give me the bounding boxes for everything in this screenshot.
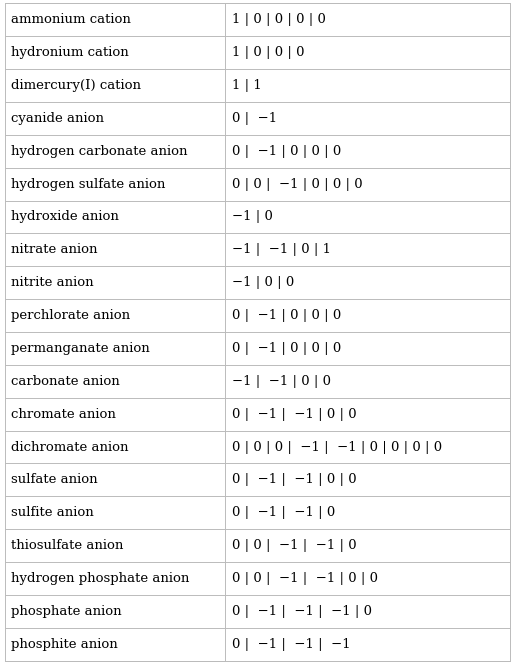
Text: perchlorate anion: perchlorate anion: [11, 309, 130, 322]
Text: −1 |  −1 | 0 | 1: −1 | −1 | 0 | 1: [232, 243, 332, 256]
Bar: [5, 135, 510, 167]
Text: nitrate anion: nitrate anion: [11, 243, 98, 256]
Text: 0 |  −1 |  −1 | 0 | 0: 0 | −1 | −1 | 0 | 0: [232, 473, 357, 487]
Text: 0 |  −1 | 0 | 0 | 0: 0 | −1 | 0 | 0 | 0: [232, 145, 341, 158]
Text: chromate anion: chromate anion: [11, 408, 116, 421]
Text: hydrogen sulfate anion: hydrogen sulfate anion: [11, 177, 166, 191]
Text: 0 |  −1 |  −1 |  −1: 0 | −1 | −1 | −1: [232, 637, 351, 651]
Text: 1 | 0 | 0 | 0 | 0: 1 | 0 | 0 | 0 | 0: [232, 13, 327, 27]
Text: −1 | 0 | 0: −1 | 0 | 0: [232, 276, 295, 290]
Text: 0 | 0 |  −1 |  −1 | 0: 0 | 0 | −1 | −1 | 0: [232, 539, 357, 552]
Bar: [5, 562, 510, 595]
Text: dichromate anion: dichromate anion: [11, 440, 129, 454]
Bar: [5, 37, 510, 69]
Text: hydronium cation: hydronium cation: [11, 46, 129, 59]
Text: 0 |  −1 |  −1 |  −1 | 0: 0 | −1 | −1 | −1 | 0: [232, 605, 372, 618]
Text: 0 |  −1 | 0 | 0 | 0: 0 | −1 | 0 | 0 | 0: [232, 309, 341, 322]
Text: 1 | 0 | 0 | 0: 1 | 0 | 0 | 0: [232, 46, 305, 59]
Text: 0 | 0 |  −1 | 0 | 0 | 0: 0 | 0 | −1 | 0 | 0 | 0: [232, 177, 363, 191]
Bar: [5, 69, 510, 102]
Bar: [5, 431, 510, 463]
Bar: [5, 628, 510, 661]
Text: 0 |  −1 | 0 | 0 | 0: 0 | −1 | 0 | 0 | 0: [232, 342, 341, 355]
Text: sulfite anion: sulfite anion: [11, 506, 94, 519]
Text: thiosulfate anion: thiosulfate anion: [11, 539, 124, 552]
Text: 0 |  −1 |  −1 | 0 | 0: 0 | −1 | −1 | 0 | 0: [232, 408, 357, 421]
Bar: [5, 463, 510, 497]
Bar: [5, 3, 510, 36]
Bar: [5, 266, 510, 299]
Text: cyanide anion: cyanide anion: [11, 112, 105, 125]
Text: 1 | 1: 1 | 1: [232, 79, 262, 92]
Text: 0 |  −1: 0 | −1: [232, 112, 278, 125]
Text: nitrite anion: nitrite anion: [11, 276, 94, 290]
Text: hydroxide anion: hydroxide anion: [11, 210, 119, 224]
Bar: [5, 167, 510, 201]
Text: 0 | 0 |  −1 |  −1 | 0 | 0: 0 | 0 | −1 | −1 | 0 | 0: [232, 572, 379, 585]
Text: ammonium cation: ammonium cation: [11, 13, 131, 27]
Bar: [5, 595, 510, 628]
Text: sulfate anion: sulfate anion: [11, 473, 98, 487]
Text: −1 |  −1 | 0 | 0: −1 | −1 | 0 | 0: [232, 374, 332, 388]
Text: −1 | 0: −1 | 0: [232, 210, 273, 224]
Text: carbonate anion: carbonate anion: [11, 374, 120, 388]
Bar: [5, 398, 510, 431]
Bar: [5, 102, 510, 135]
Text: phosphate anion: phosphate anion: [11, 605, 122, 618]
Text: hydrogen phosphate anion: hydrogen phosphate anion: [11, 572, 190, 585]
Bar: [5, 201, 510, 234]
Bar: [5, 365, 510, 398]
Bar: [5, 299, 510, 332]
Bar: [5, 234, 510, 266]
Bar: [5, 529, 510, 562]
Text: phosphite anion: phosphite anion: [11, 637, 118, 651]
Bar: [5, 497, 510, 529]
Text: 0 | 0 | 0 |  −1 |  −1 | 0 | 0 | 0 | 0: 0 | 0 | 0 | −1 | −1 | 0 | 0 | 0 | 0: [232, 440, 442, 454]
Bar: [5, 332, 510, 365]
Text: dimercury(I) cation: dimercury(I) cation: [11, 79, 141, 92]
Text: permanganate anion: permanganate anion: [11, 342, 150, 355]
Text: hydrogen carbonate anion: hydrogen carbonate anion: [11, 145, 188, 158]
Text: 0 |  −1 |  −1 | 0: 0 | −1 | −1 | 0: [232, 506, 336, 519]
